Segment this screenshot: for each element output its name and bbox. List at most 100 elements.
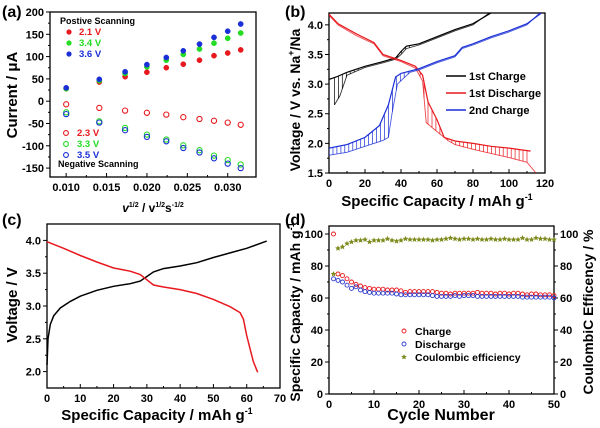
- data-point: [475, 289, 480, 295]
- panel-d-ylabel-left: Specific Capacity / mAh g-1: [286, 222, 303, 401]
- data-point: [163, 54, 170, 61]
- data-point: [425, 292, 431, 298]
- star-marker: [474, 235, 481, 242]
- data-point: [425, 289, 431, 295]
- star-marker: [420, 236, 427, 242]
- y-tick-label: -50: [28, 118, 44, 130]
- data-point: [439, 290, 444, 296]
- data-point: [211, 40, 217, 47]
- data-point: [331, 231, 336, 237]
- data-point: [96, 76, 103, 83]
- star-marker: [510, 236, 517, 242]
- star-marker: [411, 236, 418, 242]
- data-point: [529, 294, 534, 300]
- y-tick-label: 2.0: [26, 367, 41, 379]
- data-point: [163, 111, 170, 118]
- data-point: [479, 293, 485, 299]
- y-tick-label: 200: [26, 7, 44, 19]
- data-point: [412, 289, 417, 295]
- data-point: [497, 290, 503, 296]
- y-tick-label: 3.5: [308, 49, 323, 61]
- star-marker: [438, 236, 445, 242]
- data-point: [180, 142, 187, 149]
- y-tick-label: 3.5: [26, 268, 41, 280]
- data-point: [143, 131, 151, 138]
- data-point: [421, 292, 426, 298]
- data-point: [180, 144, 187, 152]
- star-marker: [479, 236, 485, 242]
- data-point: [416, 292, 422, 298]
- star-marker: [492, 236, 499, 242]
- data-point: [367, 285, 372, 291]
- legend-label: 1st Discharge: [469, 88, 541, 100]
- legend-marker: [63, 152, 69, 158]
- data-point: [144, 61, 150, 68]
- panel-c-xlabel: Specific Capacity / mAh g-1: [61, 406, 252, 424]
- star-marker: [389, 237, 395, 243]
- star-marker: [528, 236, 535, 242]
- data-point: [493, 291, 498, 297]
- x-tick-label: 120: [536, 178, 554, 190]
- data-point: [529, 291, 534, 297]
- y-tick-label: 2.5: [26, 334, 41, 346]
- star-marker: [416, 236, 422, 242]
- star-marker: [371, 237, 377, 243]
- data-point: [511, 293, 516, 299]
- legend-title-negative: Negative Scanning: [58, 159, 139, 169]
- data-point: [358, 287, 363, 293]
- star-marker: [483, 236, 490, 242]
- data-point: [63, 110, 70, 118]
- series-discharge: [331, 276, 557, 301]
- data-point: [224, 119, 231, 126]
- data-point: [533, 291, 539, 297]
- data-point: [224, 156, 231, 164]
- y-right-tick-label: 80: [560, 261, 572, 273]
- data-point: [196, 41, 203, 47]
- data-point: [488, 293, 494, 299]
- data-point: [237, 30, 244, 36]
- y-tick-label: 100: [305, 229, 323, 241]
- star-marker: [393, 238, 400, 244]
- data-point: [349, 279, 354, 285]
- data-point: [493, 293, 498, 299]
- legend-marker: [66, 29, 72, 35]
- data-point: [344, 282, 350, 288]
- data-point: [533, 294, 539, 300]
- data-point: [542, 294, 548, 300]
- data-point: [63, 84, 70, 91]
- data-point: [196, 57, 203, 64]
- panel-c-ylabel: Voltage / V: [4, 267, 21, 343]
- data-point: [353, 284, 359, 290]
- data-point: [502, 290, 507, 296]
- star-marker: [398, 237, 404, 243]
- panel-label-c: (c): [2, 212, 22, 229]
- y-tick-label: 2.5: [308, 109, 323, 121]
- data-point: [211, 52, 217, 59]
- data-point: [403, 289, 408, 295]
- data-point: [210, 155, 218, 162]
- legend-label: 3.5 V: [77, 150, 100, 161]
- data-point: [180, 114, 187, 121]
- data-point: [515, 293, 521, 299]
- star-marker: [443, 235, 449, 242]
- data-point: [443, 293, 449, 299]
- data-point: [237, 21, 244, 27]
- star-marker: [375, 237, 382, 243]
- data-point: [520, 291, 525, 297]
- star-marker: [506, 236, 512, 242]
- legend-title-positive: Postive Scanning: [60, 16, 135, 26]
- data-point: [237, 161, 244, 168]
- data-point: [371, 290, 377, 296]
- data-point: [515, 290, 521, 296]
- data-point: [385, 287, 390, 293]
- x-tick-label: 20: [413, 399, 425, 411]
- data-point: [371, 286, 377, 292]
- star-marker: [344, 240, 350, 246]
- y-tick-label: 3.0: [308, 79, 323, 91]
- x-tick-label: 40: [174, 393, 186, 405]
- x-tick-label: 0: [44, 393, 50, 405]
- data-point: [488, 290, 494, 296]
- legend-label: Coulombic efficiency: [415, 352, 521, 364]
- x-tick-label: 0.020: [133, 182, 161, 194]
- y-tick-label: 3.0: [26, 301, 41, 313]
